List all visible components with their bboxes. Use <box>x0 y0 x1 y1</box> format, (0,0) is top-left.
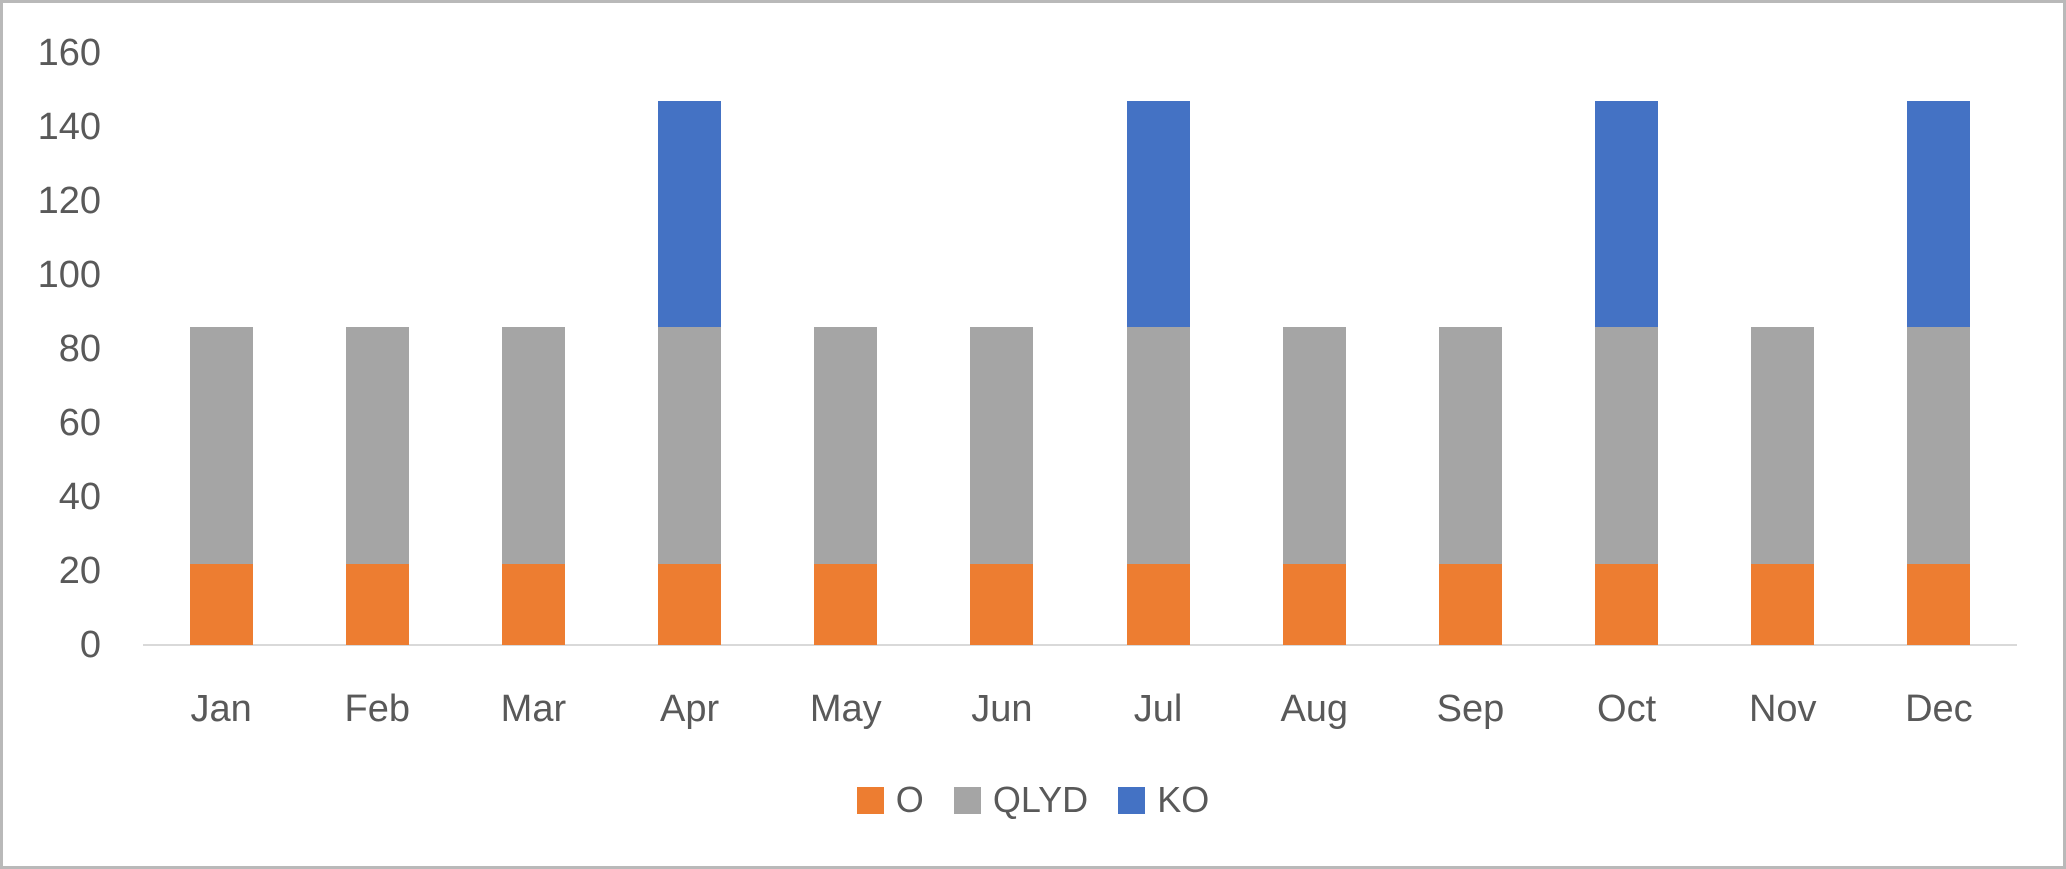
bar-segment-oct-o <box>1595 564 1658 645</box>
x-tick-label-aug: Aug <box>1280 688 1349 730</box>
y-tick-label: 120 <box>37 180 101 222</box>
legend-label: O <box>895 779 924 820</box>
legend-swatch-icon <box>1118 786 1146 814</box>
bar-segment-oct-qlyd <box>1595 327 1658 564</box>
x-tick-label-jul: Jul <box>1133 688 1183 730</box>
x-tick-label-may: May <box>809 688 882 730</box>
y-tick-label: 20 <box>58 550 101 592</box>
x-tick-label-sep: Sep <box>1436 688 1505 730</box>
legend-item-qlyd: QLYD <box>953 779 1089 820</box>
bar-segment-sep-qlyd <box>1439 327 1502 564</box>
bar-segment-aug-o <box>1283 564 1346 645</box>
bar-segment-may-o <box>814 564 877 645</box>
x-tick-label-jan: Jan <box>190 688 252 730</box>
bar-segment-apr-o <box>658 564 721 645</box>
bar-segment-jul-qlyd <box>1127 327 1190 564</box>
bar-segment-jun-qlyd <box>970 327 1033 564</box>
bar-segment-jan-o <box>190 564 253 645</box>
bar-segment-nov-o <box>1751 564 1814 645</box>
y-tick-label: 140 <box>37 106 101 148</box>
bar-segment-dec-qlyd <box>1907 327 1970 564</box>
y-tick-label: 40 <box>58 476 101 518</box>
y-tick-label: 0 <box>79 624 101 666</box>
bar-segment-feb-qlyd <box>346 327 409 564</box>
legend-label: QLYD <box>992 779 1089 820</box>
legend-item-o: O <box>856 779 924 820</box>
x-tick-label-apr: Apr <box>660 688 720 730</box>
bar-segment-sep-o <box>1439 564 1502 645</box>
bar-segment-apr-qlyd <box>658 327 721 564</box>
bar-segment-apr-ko <box>658 101 721 327</box>
legend-item-ko: KO <box>1118 782 1209 818</box>
legend-swatch-icon <box>953 786 981 814</box>
bar-segment-jul-ko <box>1127 101 1190 327</box>
bar-segment-nov-qlyd <box>1751 327 1814 564</box>
legend: O QLYD KO <box>3 782 2063 818</box>
bar-segment-feb-o <box>346 564 409 645</box>
bar-segment-mar-qlyd <box>502 327 565 564</box>
bar-segment-dec-ko <box>1907 101 1970 327</box>
x-tick-label-feb: Feb <box>344 688 410 730</box>
x-tick-label-mar: Mar <box>500 688 567 730</box>
bar-segment-may-qlyd <box>814 327 877 564</box>
bar-segment-oct-ko <box>1595 101 1658 327</box>
legend-swatch-icon <box>856 786 884 814</box>
x-axis-line <box>143 644 2017 646</box>
x-tick-label-jun: Jun <box>971 688 1033 730</box>
bar-segment-dec-o <box>1907 564 1970 645</box>
bar-segment-jul-o <box>1127 564 1190 645</box>
x-tick-label-nov: Nov <box>1748 688 1817 730</box>
y-tick-label: 60 <box>58 402 101 444</box>
bar-segment-jun-o <box>970 564 1033 645</box>
bar-segment-mar-o <box>502 564 565 645</box>
x-tick-label-oct: Oct <box>1597 688 1657 730</box>
bar-segment-aug-qlyd <box>1283 327 1346 564</box>
legend-label: KO <box>1157 779 1210 820</box>
y-tick-label: 100 <box>37 254 101 296</box>
y-tick-label: 80 <box>58 328 101 370</box>
x-tick-label-dec: Dec <box>1905 688 1973 730</box>
y-tick-label: 160 <box>37 32 101 74</box>
bar-segment-jan-qlyd <box>190 327 253 564</box>
